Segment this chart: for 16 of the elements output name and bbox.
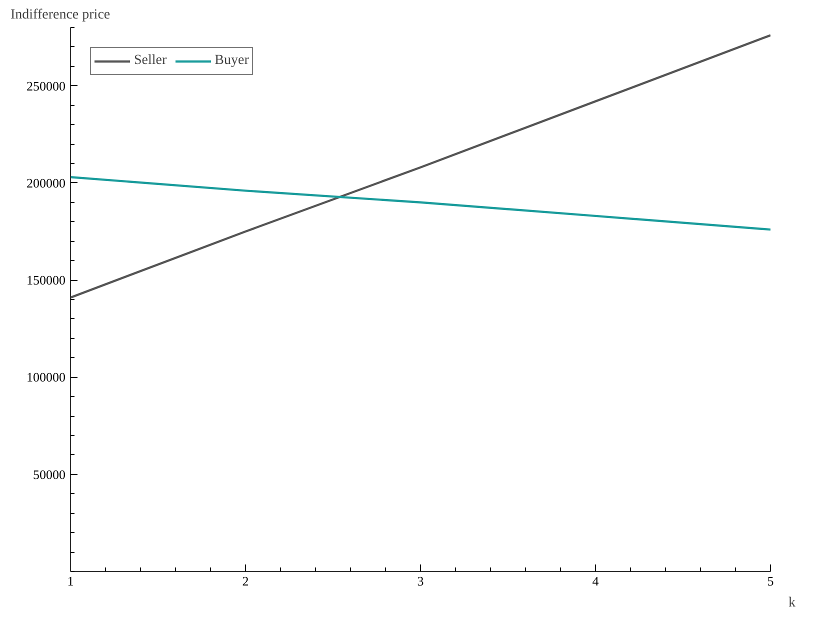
x-tick-label: 3 [417, 574, 424, 588]
y-tick-label: 50000 [33, 466, 66, 482]
line-series [70, 176, 770, 231]
y-axis-title: Indifference price [10, 8, 110, 22]
y-tick-label: 100000 [26, 370, 66, 385]
line-series [70, 34, 770, 299]
x-tick-label: 4 [592, 574, 600, 588]
y-tick-label: 250000 [26, 78, 66, 94]
x-tick-label: 5 [767, 574, 774, 588]
x-tick-label: 2 [242, 574, 249, 588]
legend-label: Seller [134, 53, 167, 69]
legend-label: Buyer [214, 53, 249, 69]
y-tick-label: 200000 [26, 175, 66, 190]
x-tick-label: 1 [67, 574, 74, 588]
x-axis-title: k [788, 596, 796, 610]
y-tick-label: 150000 [26, 272, 66, 288]
